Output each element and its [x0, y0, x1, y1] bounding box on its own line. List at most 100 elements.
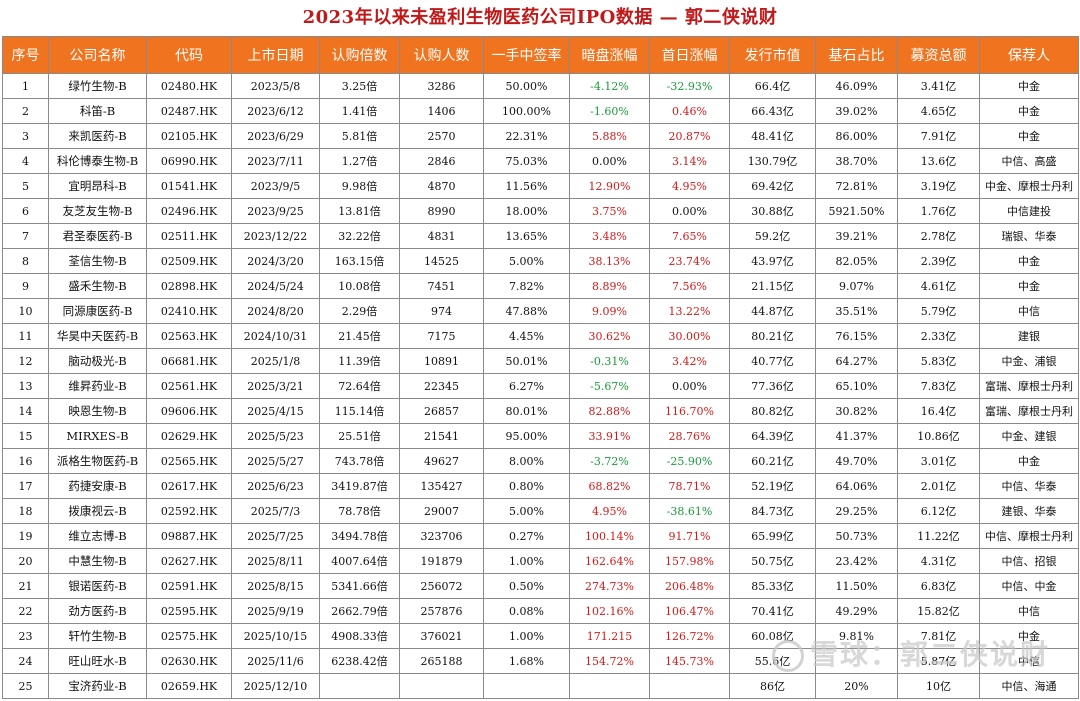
first-day-change-cell: 0.00%	[649, 373, 730, 399]
first-day-change-cell: 7.65%	[649, 223, 730, 249]
lot-win-rate-cell: 47.88%	[483, 298, 570, 324]
table-row: 9 盛禾生物-B 02898.HK 2024/5/24 10.08倍 7451 7.82% 8…	[2, 273, 1079, 299]
row-number-cell: 8	[2, 248, 49, 274]
company-name-cell: 旺山旺水-B	[48, 648, 147, 674]
stock-code-cell: 02511.HK	[146, 223, 232, 249]
cornerstone-ratio-cell: 72.81%	[815, 173, 898, 199]
stock-code-cell: 09606.HK	[146, 398, 232, 424]
sponsor-cell: 中金	[979, 448, 1079, 474]
table-row: 4 科伦博泰生物-B 06990.HK 2023/7/11 1.27倍 2846 75.03…	[2, 148, 1079, 174]
total-raised-cell: 3.19亿	[897, 173, 980, 199]
company-name-cell: 荃信生物-B	[48, 248, 147, 274]
listing-date-cell: 2023/6/12	[231, 98, 320, 124]
subscription-multiple-cell: 1.41倍	[319, 98, 400, 124]
total-raised-cell: 7.83亿	[897, 373, 980, 399]
total-raised-cell: 7.81亿	[897, 623, 980, 649]
stock-code-cell: 01541.HK	[146, 173, 232, 199]
lot-win-rate-cell: 13.65%	[483, 223, 570, 249]
listing-date-cell: 2025/8/11	[231, 548, 320, 574]
row-number-cell: 14	[2, 398, 49, 424]
subscription-multiple-cell: 9.98倍	[319, 173, 400, 199]
table-row: 21 银诺医药-B 02591.HK 2025/8/15 5341.66倍 256072 0…	[2, 573, 1079, 599]
listing-date-cell: 2025/5/23	[231, 423, 320, 449]
row-number-cell: 5	[2, 173, 49, 199]
sponsor-cell: 中信	[979, 648, 1079, 674]
subscription-multiple-cell: 2662.79倍	[319, 598, 400, 624]
subscription-multiple-cell	[319, 673, 400, 699]
table-row: 5 宜明昂科-B 01541.HK 2023/9/5 9.98倍 4870 11.56% 12…	[2, 173, 1079, 199]
stock-code-cell: 02496.HK	[146, 198, 232, 224]
column-header: 上市日期	[231, 36, 320, 74]
stock-code-cell: 02595.HK	[146, 598, 232, 624]
subscriber-count-cell: 3286	[399, 73, 484, 99]
subscriber-count-cell: 376021	[399, 623, 484, 649]
company-name-cell: 拨康视云-B	[48, 498, 147, 524]
market-cap-cell: 85.33亿	[729, 573, 816, 599]
market-cap-cell: 130.79亿	[729, 148, 816, 174]
listing-date-cell: 2025/10/15	[231, 623, 320, 649]
market-cap-cell: 48.41亿	[729, 123, 816, 149]
grey-market-change-cell: 274.73%	[569, 573, 650, 599]
grey-market-change-cell: 38.13%	[569, 248, 650, 274]
company-name-cell: 维昇药业-B	[48, 373, 147, 399]
grey-market-change-cell	[569, 673, 650, 699]
table-row: 19 维立志博-B 09887.HK 2025/7/25 3494.78倍 323706 0…	[2, 523, 1079, 549]
subscriber-count-cell: 256072	[399, 573, 484, 599]
grey-market-change-cell: 82.88%	[569, 398, 650, 424]
first-day-change-cell: -38.61%	[649, 498, 730, 524]
company-name-cell: 绿竹生物-B	[48, 73, 147, 99]
sponsor-cell: 中信、摩根士丹利	[979, 523, 1079, 549]
lot-win-rate-cell: 4.45%	[483, 323, 570, 349]
grey-market-change-cell: 102.16%	[569, 598, 650, 624]
row-number-cell: 1	[2, 73, 49, 99]
first-day-change-cell: 106.47%	[649, 598, 730, 624]
market-cap-cell: 64.39亿	[729, 423, 816, 449]
table-row: 10 同源康医药-B 02410.HK 2024/8/20 2.29倍 974 47.88%…	[2, 298, 1079, 324]
subscription-multiple-cell: 72.64倍	[319, 373, 400, 399]
first-day-change-cell: 78.71%	[649, 473, 730, 499]
column-header: 认购人数	[399, 36, 484, 74]
sponsor-cell: 中信、高盛	[979, 148, 1079, 174]
market-cap-cell: 52.19亿	[729, 473, 816, 499]
total-raised-cell: 2.39亿	[897, 248, 980, 274]
subscription-multiple-cell: 5.81倍	[319, 123, 400, 149]
listing-date-cell: 2023/12/22	[231, 223, 320, 249]
row-number-cell: 3	[2, 123, 49, 149]
company-name-cell: 宜明昂科-B	[48, 173, 147, 199]
market-cap-cell: 60.08亿	[729, 623, 816, 649]
sponsor-cell: 建银	[979, 323, 1079, 349]
cornerstone-ratio-cell: 76.15%	[815, 323, 898, 349]
subscription-multiple-cell: 21.45倍	[319, 323, 400, 349]
table-body: 1 绿竹生物-B 02480.HK 2023/5/8 3.25倍 3286 50.00% -4…	[2, 73, 1079, 699]
first-day-change-cell: 0.00%	[649, 198, 730, 224]
stock-code-cell: 02480.HK	[146, 73, 232, 99]
column-header: 一手中签率	[483, 36, 570, 74]
total-raised-cell: 2.01亿	[897, 473, 980, 499]
sponsor-cell: 富瑞、摩根士丹利	[979, 373, 1079, 399]
stock-code-cell: 02565.HK	[146, 448, 232, 474]
sponsor-cell: 中金	[979, 248, 1079, 274]
listing-date-cell: 2023/5/8	[231, 73, 320, 99]
subscription-multiple-cell: 10.08倍	[319, 273, 400, 299]
first-day-change-cell: 20.87%	[649, 123, 730, 149]
subscriber-count-cell: 257876	[399, 598, 484, 624]
subscription-multiple-cell: 2.29倍	[319, 298, 400, 324]
cornerstone-ratio-cell: 29.25%	[815, 498, 898, 524]
table-row: 7 君圣泰医药-B 02511.HK 2023/12/22 32.22倍 4831 13.6…	[2, 223, 1079, 249]
row-number-cell: 20	[2, 548, 49, 574]
row-number-cell: 25	[2, 673, 49, 699]
first-day-change-cell: 4.95%	[649, 173, 730, 199]
subscriber-count-cell: 1406	[399, 98, 484, 124]
stock-code-cell: 02561.HK	[146, 373, 232, 399]
cornerstone-ratio-cell: 86.00%	[815, 123, 898, 149]
total-raised-cell: 3.41亿	[897, 73, 980, 99]
subscription-multiple-cell: 1.27倍	[319, 148, 400, 174]
sponsor-cell: 中信、海通	[979, 673, 1079, 699]
lot-win-rate-cell: 5.00%	[483, 248, 570, 274]
grey-market-change-cell: 4.95%	[569, 498, 650, 524]
stock-code-cell: 02105.HK	[146, 123, 232, 149]
row-number-cell: 7	[2, 223, 49, 249]
subscriber-count-cell: 265188	[399, 648, 484, 674]
company-name-cell: 宝济药业-B	[48, 673, 147, 699]
table-row: 12 脑动极光-B 06681.HK 2025/1/8 11.39倍 10891 50.01…	[2, 348, 1079, 374]
